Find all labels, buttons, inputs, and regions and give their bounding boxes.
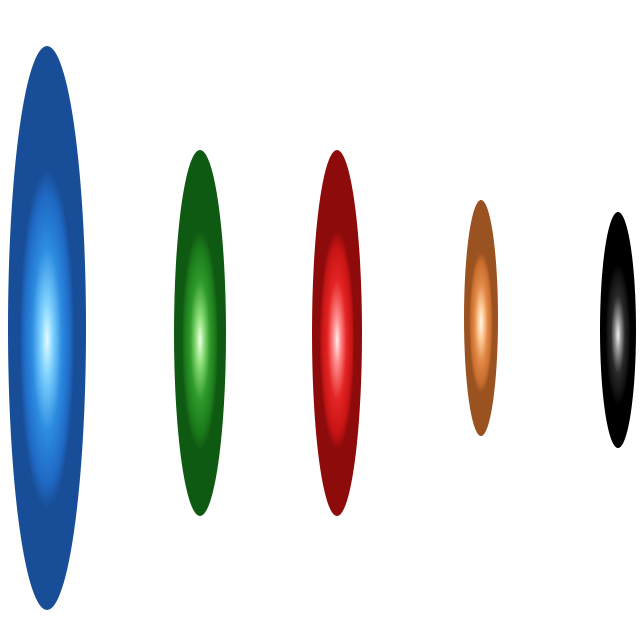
red-ellipsoid [312, 150, 362, 516]
black-ellipsoid [600, 212, 636, 448]
blue-ellipsoid [8, 46, 86, 610]
orange-ellipsoid [464, 200, 498, 436]
green-ellipsoid [174, 150, 226, 516]
